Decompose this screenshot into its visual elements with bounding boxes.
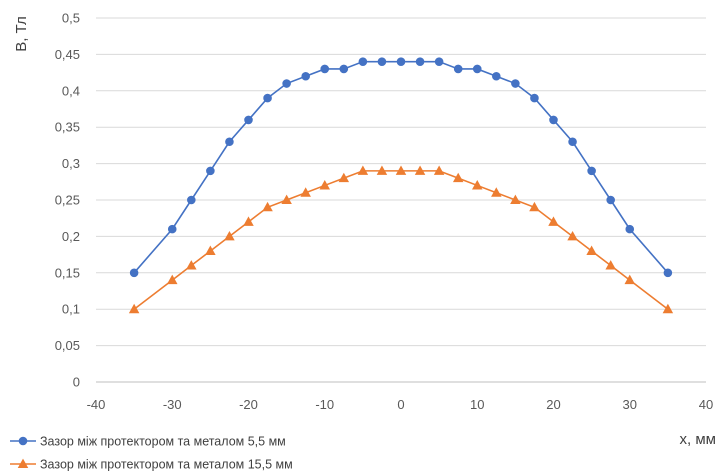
y-tick-label: 0: [73, 375, 80, 390]
series-line: [133, 170, 669, 310]
data-point: [434, 57, 444, 66]
data-point: [548, 216, 559, 226]
data-point: [301, 71, 310, 81]
data-point: [377, 57, 387, 66]
x-tick-label: 20: [546, 397, 560, 412]
data-point: [663, 268, 673, 278]
data-point: [263, 93, 272, 103]
data-point: [262, 201, 273, 212]
data-point: [282, 79, 291, 88]
data-point: [491, 187, 502, 197]
x-tick-label: -10: [315, 397, 334, 412]
data-point: [606, 195, 615, 205]
data-point: [128, 303, 140, 314]
data-point: [472, 64, 482, 74]
x-tick-label: -40: [87, 397, 106, 412]
data-point: [510, 194, 521, 205]
series-2: [128, 165, 674, 314]
data-point: [129, 268, 139, 278]
x-tick-label: 40: [699, 397, 713, 412]
y-tick-labels: 0 0,05 0,1 0,15 0,2 0,25 0,3 0,35 0,4 0,45 0,5: [55, 11, 80, 390]
data-point: [625, 224, 635, 234]
data-point: [415, 57, 425, 66]
y-tick-label: 0,25: [55, 193, 80, 208]
legend-item: Зазор між протектором та металом 5,5 мм: [10, 435, 286, 449]
data-point: [529, 201, 540, 212]
y-tick-label: 0,45: [55, 47, 80, 62]
data-point: [567, 230, 578, 241]
data-point: [605, 260, 616, 270]
data-point: [243, 216, 254, 226]
data-point: [186, 260, 197, 270]
data-point: [187, 195, 196, 205]
legend-label: Зазор між протектором та металом 5,5 мм: [40, 435, 286, 449]
data-point: [586, 245, 597, 255]
legend-item: Зазор між протектором та металом 15,5 мм: [10, 458, 293, 472]
data-point: [549, 115, 558, 125]
legend-marker: [18, 436, 28, 446]
data-point: [624, 274, 635, 285]
y-tick-label: 0,1: [62, 302, 80, 317]
y-tick-label: 0,05: [55, 338, 80, 353]
data-point: [453, 64, 463, 74]
data-point: [300, 187, 311, 197]
y-axis-label: B, Тл: [13, 16, 30, 52]
data-point: [358, 57, 368, 66]
legend-marker: [17, 458, 29, 469]
x-axis-label: x, мм: [680, 431, 716, 448]
y-tick-label: 0,35: [55, 120, 80, 135]
data-point: [224, 230, 235, 241]
x-tick-label: -20: [239, 397, 258, 412]
data-point: [357, 165, 369, 175]
data-point: [319, 180, 330, 190]
data-point: [167, 224, 177, 234]
x-tick-labels: -40 -30 -20 -10 0 10 20 30 40: [87, 397, 714, 412]
x-tick-label: -30: [163, 397, 182, 412]
data-point: [492, 71, 501, 81]
data-point: [244, 115, 253, 125]
data-point: [225, 137, 234, 147]
data-point: [339, 64, 349, 74]
data-point: [511, 79, 520, 88]
data-point: [433, 165, 445, 175]
y-tick-label: 0,4: [62, 83, 80, 98]
data-point: [587, 166, 596, 176]
series-1: [129, 57, 673, 278]
series-layer: [128, 57, 674, 314]
y-tick-label: 0,15: [55, 265, 80, 280]
data-point: [395, 165, 407, 175]
data-point: [396, 57, 406, 66]
data-point: [568, 137, 577, 147]
data-point: [662, 303, 674, 314]
data-point: [414, 165, 426, 175]
x-tick-label: 10: [470, 397, 484, 412]
legend: Зазор між протектором та металом 5,5 мм З…: [10, 435, 293, 472]
y-tick-label: 0,3: [62, 156, 80, 171]
grid-lines: [96, 17, 706, 347]
data-point: [167, 274, 178, 285]
data-point: [320, 64, 330, 74]
data-point: [452, 172, 464, 183]
data-point: [472, 180, 483, 190]
x-tick-label: 30: [623, 397, 637, 412]
y-tick-label: 0,2: [62, 229, 80, 244]
x-tick-label: 0: [397, 397, 404, 412]
data-point: [281, 194, 292, 205]
data-point: [338, 172, 350, 183]
data-point: [376, 165, 388, 175]
data-point: [205, 245, 216, 255]
legend-label: Зазор між протектором та металом 15,5 мм: [40, 458, 293, 472]
data-point: [206, 166, 215, 176]
y-tick-label: 0,5: [62, 11, 80, 26]
data-point: [530, 93, 539, 103]
